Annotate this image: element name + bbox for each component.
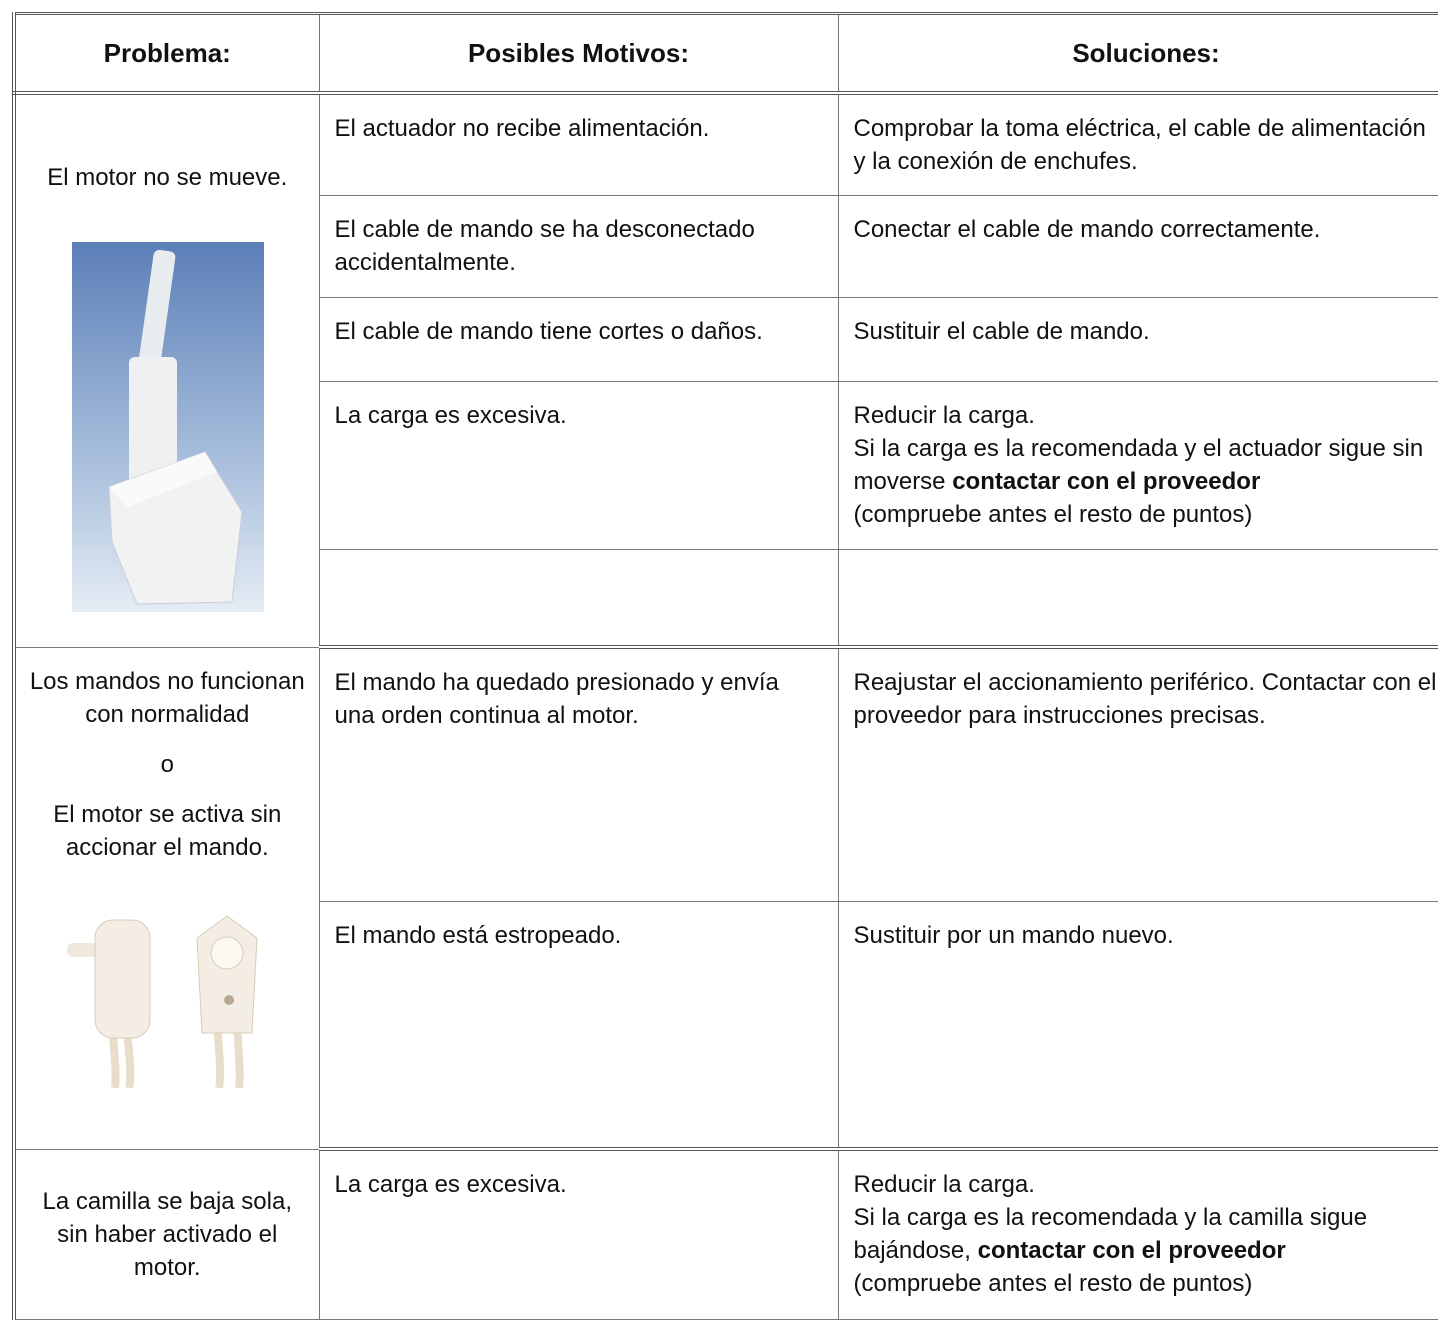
row: El cable de mando tiene cortes o daños. … [14,296,1438,382]
problem-cell: El motor no se mueve. [12,92,320,648]
actuator-image [72,242,265,612]
header: Posibles Motivos: [318,12,839,95]
reason: La carga es excesiva. [318,380,839,550]
reason: La carga es excesiva. [318,1148,839,1320]
solution-emphasis: contactar con el proveedor [952,467,1261,495]
solution: Reducir la carga. Si la carga es la recom… [837,1148,1438,1320]
row: Los mandos no funcionan con normalidad o… [12,646,1438,1150]
header: Problema: [12,12,320,95]
reason: El cable de mando se ha desconectado acc… [318,194,839,298]
problem: El motor no se mueve. [47,164,288,191]
header: Soluciones: [837,12,1438,95]
problem: El motor se activa sin accionar el mando… [53,800,282,861]
row: El mando está estropeado. Sustituir por … [14,900,1438,1151]
reason: El mando está estropeado. [318,900,839,1151]
solution: Reducir la carga. Si la carga es la recom… [837,380,1438,550]
solution-line: (compruebe antes el resto de puntos) [853,500,1253,528]
solution: Reajustar el accionamiento periférico. C… [837,646,1438,902]
reason: El actuador no recibe alimentación. [318,92,839,196]
switch-image [67,914,258,1089]
problem-cell: Los mandos no funcionan con normalidad o… [12,646,320,1150]
reason: El cable de mando tiene cortes o daños. [318,296,839,382]
problem: La camilla se baja sola, sin haber activ… [42,1187,292,1281]
row: La carga es excesiva. Reducir la carga. S… [14,380,1438,550]
solution: Sustituir el cable de mando. [837,296,1438,382]
troubleshooting-table: Problema: Posibles Motivos: Soluciones: … [12,12,1438,1320]
header-row: Problema: Posibles Motivos: Soluciones: [12,12,1438,95]
solution-line: Reducir la carga. [853,1171,1035,1198]
row: El cable de mando se ha desconectado acc… [14,194,1438,298]
solution: Comprobar la toma eléctrica, el cable de… [837,92,1438,196]
row: El motor no se mueve. El actuador no rec… [12,92,1438,648]
row [14,548,1438,649]
problem: o [160,750,174,778]
solution-line: Reducir la carga. [853,401,1035,429]
solution-emphasis: contactar con el proveedor [977,1237,1286,1264]
solution-line: (compruebe antes el resto de puntos) [853,1270,1253,1297]
problem-cell: La camilla se baja sola, sin haber activ… [12,1148,320,1320]
empty-cell [837,548,1438,649]
solution-line: Si la carga es la recomendada y la camil… [853,1204,1368,1264]
reason: El mando ha quedado presionado y envía u… [318,646,839,902]
problem: Los mandos no funcionan con normalidad [29,667,305,728]
row: La camilla se baja sola, sin haber activ… [12,1148,1438,1320]
empty-cell [318,548,839,649]
solution-line: Si la carga es la recomendada y el actua… [853,434,1424,495]
solution: Sustituir por un mando nuevo. [837,900,1438,1151]
solution: Conectar el cable de mando correctamente… [837,194,1438,298]
